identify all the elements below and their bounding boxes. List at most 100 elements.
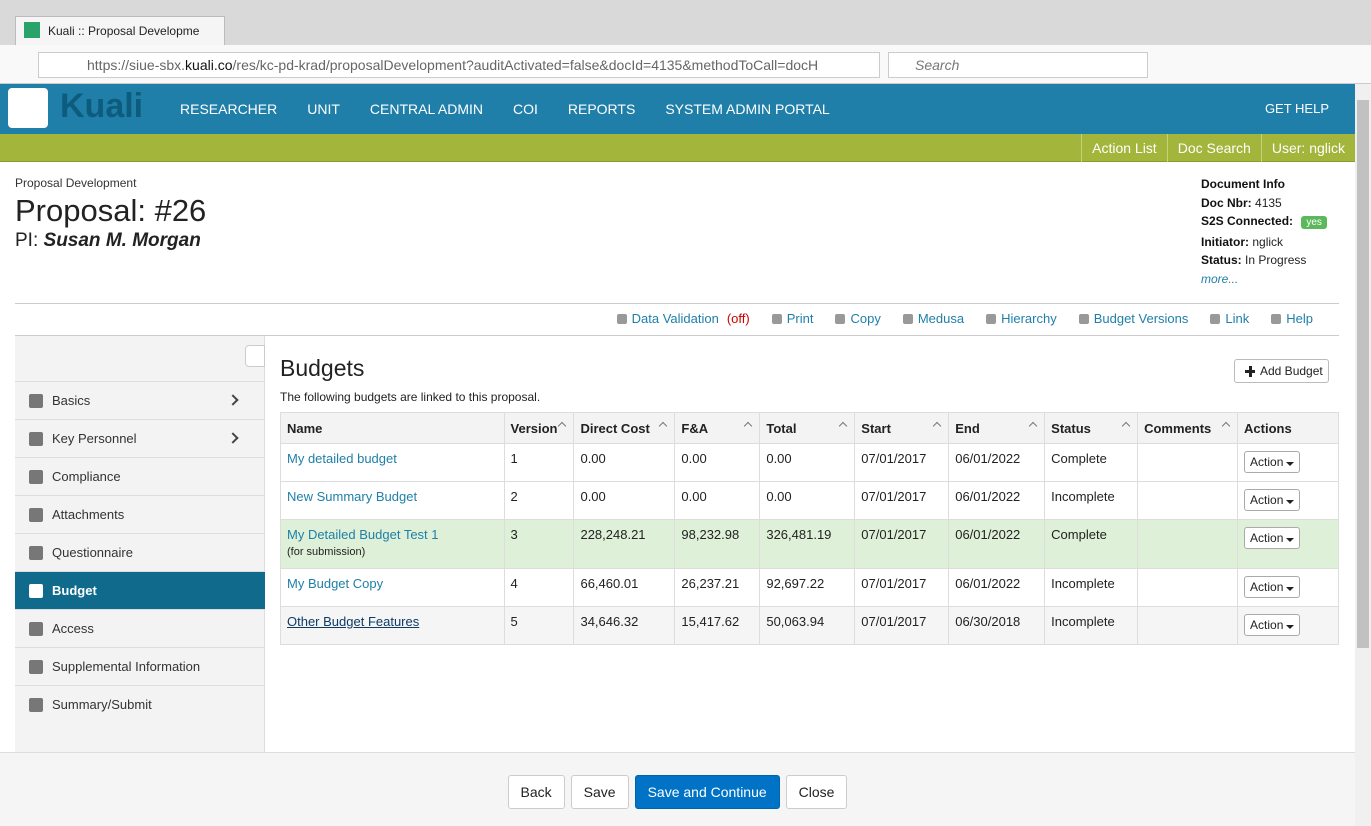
sidebar-item[interactable]: Basics [15, 381, 265, 419]
sidebar-label: Compliance [52, 469, 121, 484]
action-button[interactable]: Action [1244, 576, 1301, 598]
column-header[interactable]: Name [280, 412, 505, 444]
column-header[interactable]: Start [854, 412, 950, 444]
table-cell: Complete [1044, 443, 1139, 482]
table-cell: 0.00 [759, 481, 856, 520]
table-cell: 0.00 [573, 443, 676, 482]
doc-info-value: In Progress [1245, 253, 1307, 267]
icon [902, 314, 913, 324]
footer-button[interactable]: Save [570, 775, 629, 809]
scroll-thumb[interactable] [1357, 100, 1369, 648]
column-header[interactable]: Total [759, 412, 856, 444]
sidebar-menu: Basics Key Personnel Compliance Attachments… [15, 381, 265, 723]
column-header[interactable]: Version [503, 412, 575, 444]
sidebar-item[interactable]: Supplemental Information [15, 647, 265, 685]
chevron [227, 432, 239, 444]
footer-button[interactable]: Back [507, 775, 565, 809]
table-cell: Incomplete [1044, 568, 1139, 607]
icon [771, 314, 782, 324]
icon [986, 314, 997, 324]
column-header[interactable]: End [948, 412, 1046, 444]
column-header[interactable]: Comments [1137, 412, 1239, 444]
menu-item[interactable]: SYSTEM ADMIN PORTAL [665, 101, 830, 117]
sidebar-item[interactable]: Questionnaire [15, 533, 265, 571]
menu-item[interactable]: COI [512, 101, 538, 117]
toolbar-label: Link [1225, 311, 1250, 326]
menu-item[interactable]: REPORTS [567, 101, 636, 117]
table-cell: Action [1237, 519, 1339, 569]
url-field[interactable]: https://siue-sbx.kuali.co/res/kc-pd-krad… [38, 52, 880, 78]
table-cell: 0.00 [674, 443, 761, 482]
main-menu: RESEARCHER UNIT CENTRAL ADMIN COI REPORTS SYS… [165, 84, 845, 134]
table-cell: 07/01/2017 [854, 606, 950, 645]
table-cell: 0.00 [759, 443, 856, 482]
more-link[interactable]: more... [1201, 271, 1239, 286]
search-field[interactable]: Search [888, 52, 1148, 78]
add-budget-button[interactable]: Add Budget [1234, 359, 1329, 383]
icon [29, 660, 43, 674]
column-header[interactable]: Direct Cost [573, 412, 676, 444]
menu-item[interactable]: CENTRAL ADMIN [369, 101, 483, 117]
browser-tab[interactable]: Kuali :: Proposal Developme [15, 16, 225, 45]
sub-nav-item[interactable]: Doc Search [1166, 133, 1261, 162]
menu-item[interactable]: RESEARCHER [180, 101, 278, 117]
column-header[interactable]: F&A [674, 412, 761, 444]
logo-text[interactable]: Kuali [60, 87, 144, 125]
action-button[interactable]: Action [1244, 451, 1301, 473]
footer-button[interactable]: Close [785, 775, 848, 809]
table-cell: 5 [503, 606, 575, 645]
section-description: The following budgets are linked to this… [280, 390, 541, 404]
toolbar-label: Hierarchy [1001, 311, 1057, 326]
budget-link[interactable]: New Summary Budget [287, 489, 418, 504]
budget-link[interactable]: My detailed budget [287, 451, 397, 466]
sidebar-label: Questionnaire [52, 545, 133, 560]
budget-link[interactable]: My Budget Copy [287, 576, 384, 591]
pi: PI: Susan M. Morgan [15, 230, 201, 252]
validation-state: (off) [726, 311, 750, 326]
footer-button[interactable]: Save and Continue [634, 775, 780, 809]
get-help[interactable]: GET HELP [1264, 101, 1329, 116]
budget-link[interactable]: Other Budget Features [287, 614, 420, 629]
table-cell: Action [1237, 481, 1339, 520]
collapse-sidebar[interactable] [245, 345, 265, 367]
toolbar-item[interactable]: Link [1210, 311, 1249, 326]
table-cell [1137, 606, 1239, 645]
toolbar-item[interactable]: Print [771, 311, 813, 326]
budget-link[interactable]: My Detailed Budget Test 1 [287, 527, 439, 542]
divider [15, 335, 1339, 336]
toolbar-item[interactable]: Medusa [902, 311, 964, 326]
sidebar-item[interactable]: Key Personnel [15, 419, 265, 457]
doc-info-label: Status: [1201, 253, 1242, 267]
icon [1078, 314, 1089, 324]
table-cell: 15,417.62 [674, 606, 761, 645]
footer: Back Save Save and Continue Close [0, 752, 1355, 826]
sidebar-item[interactable]: Compliance [15, 457, 265, 495]
toolbar-item[interactable]: Budget Versions [1078, 311, 1188, 326]
menu-item[interactable]: UNIT [307, 101, 340, 117]
sidebar-item[interactable]: Budget [15, 571, 265, 609]
data-validation[interactable]: Data Validation (off) [616, 311, 750, 326]
sidebar-item[interactable]: Access [15, 609, 265, 647]
column-header[interactable]: Status [1044, 412, 1139, 444]
sub-nav-item[interactable]: User: nglick [1260, 133, 1355, 162]
table-cell: 66,460.01 [573, 568, 676, 607]
toolbar-item[interactable]: Hierarchy [986, 311, 1057, 326]
doc-info-label: Doc Nbr: [1201, 195, 1252, 210]
toolbar-item[interactable]: Copy [835, 311, 881, 326]
logo-icon[interactable] [8, 88, 48, 128]
toolbar-item[interactable]: Help [1271, 311, 1313, 326]
column-header: Actions [1237, 412, 1339, 444]
sidebar-item[interactable]: Attachments [15, 495, 265, 533]
icon [29, 698, 43, 712]
doc-info-label: Initiator: [1201, 234, 1249, 249]
url-domain: kuali.co [185, 57, 233, 73]
sub-nav-item[interactable]: Action List [1081, 133, 1167, 162]
sidebar-item[interactable]: Summary/Submit [15, 685, 265, 723]
action-button[interactable]: Action [1244, 527, 1301, 549]
action-button[interactable]: Action [1244, 614, 1301, 636]
table-cell [1137, 481, 1239, 520]
action-button[interactable]: Action [1244, 489, 1301, 511]
table-cell: Other Budget Features [280, 606, 505, 645]
